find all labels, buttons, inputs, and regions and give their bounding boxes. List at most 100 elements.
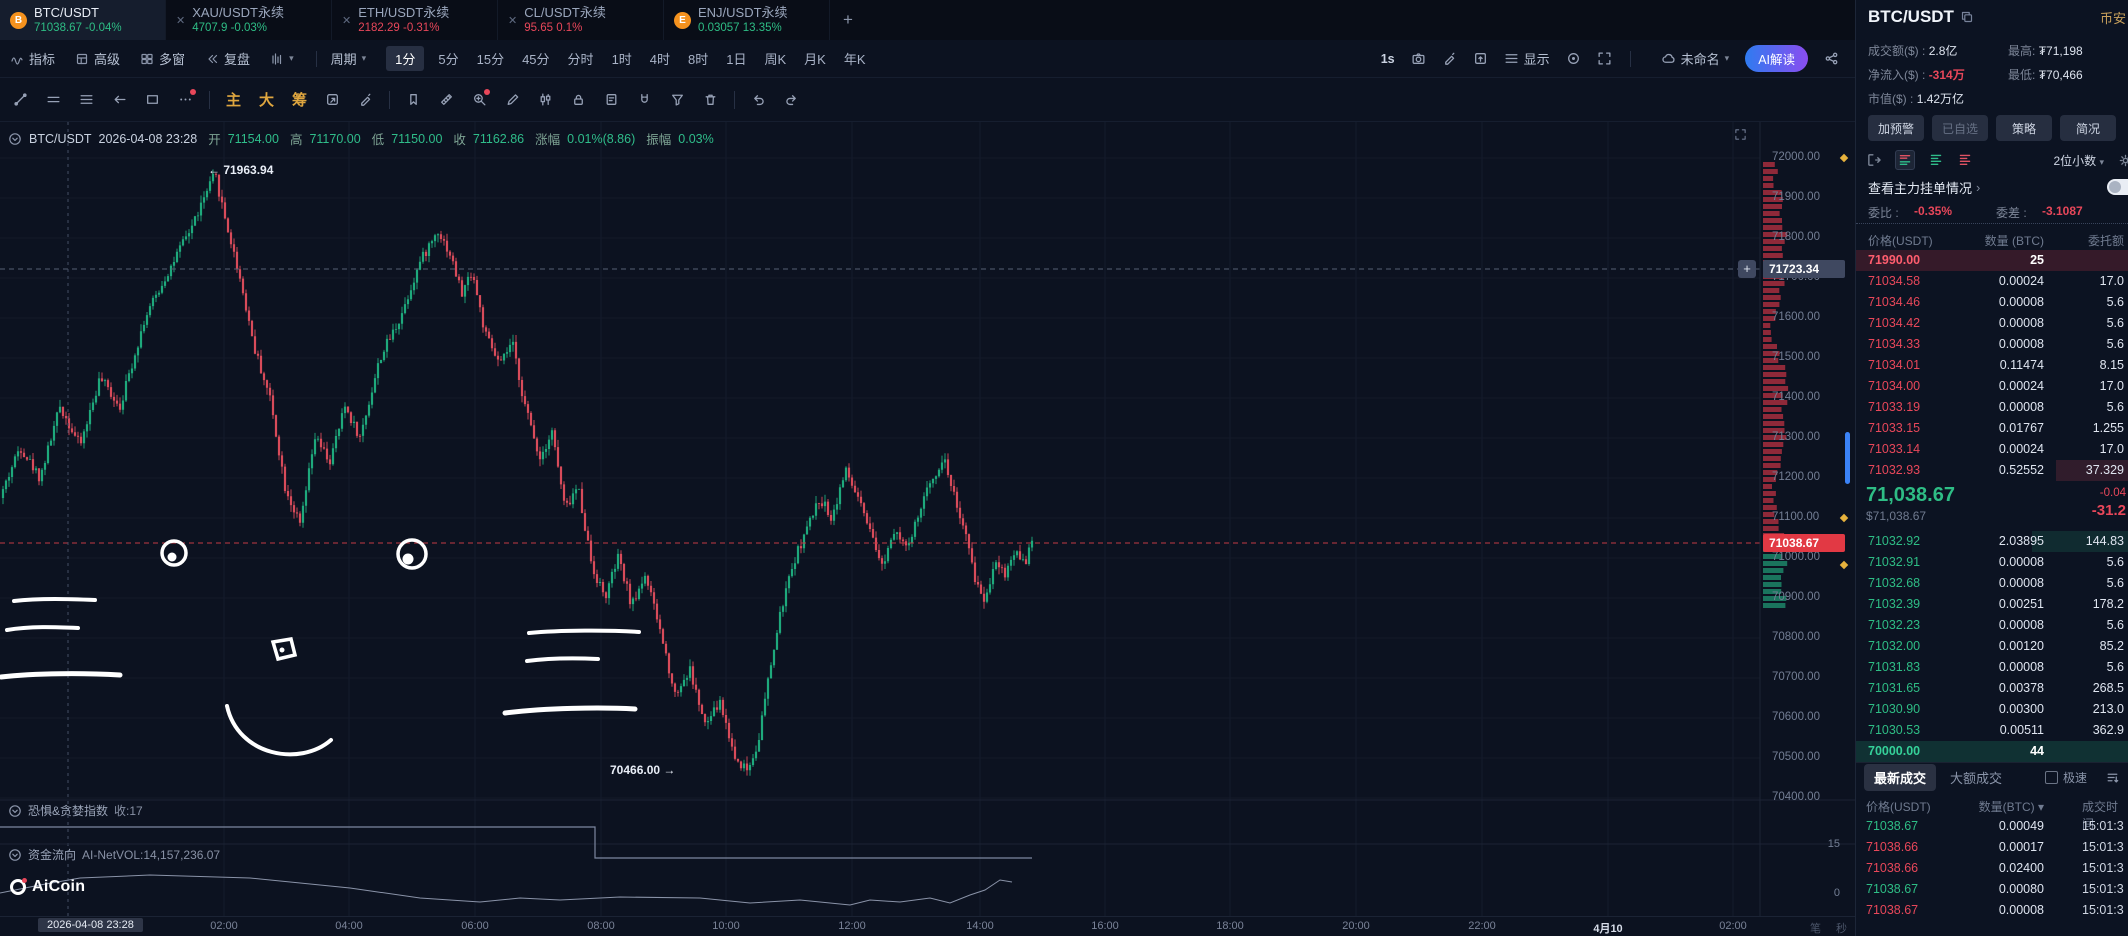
arrowleft-icon[interactable]: [103, 92, 136, 107]
trades-tab-1[interactable]: 大额成交: [1950, 771, 2003, 786]
period-option-5[interactable]: 1时: [611, 52, 632, 67]
trade-row-2[interactable]: 71038.66 0.02400 15:01:3: [1866, 861, 2124, 875]
toolbar-item-多窗[interactable]: 多窗: [140, 49, 185, 68]
order-row-ask-5[interactable]: 71034.00 0.00024 17.0: [1868, 379, 2124, 393]
toolbar-right-marker[interactable]: [1442, 51, 1457, 66]
note-icon[interactable]: [595, 92, 628, 107]
panel-expand-icon[interactable]: [1734, 128, 1747, 146]
bookgreen-icon[interactable]: [1928, 152, 1944, 168]
order-row-ask-2[interactable]: 71034.42 0.00008 5.6: [1868, 316, 2124, 330]
button-已自选[interactable]: 已自选: [1932, 115, 1988, 141]
order-row-bid-9[interactable]: 71030.53 0.00511 362.9: [1868, 723, 2124, 737]
booksplit-icon[interactable]: [1895, 150, 1915, 170]
draw-mode-大[interactable]: 大: [258, 92, 274, 109]
period-option-8[interactable]: 1日: [726, 52, 747, 67]
period-option-9[interactable]: 周K: [764, 52, 787, 67]
marker-icon[interactable]: [349, 92, 382, 107]
swap-icon[interactable]: [316, 92, 349, 107]
period-option-6[interactable]: 4时: [649, 52, 671, 67]
checkbox-icon[interactable]: [2044, 771, 2058, 784]
candlestick-chart[interactable]: [0, 122, 1855, 916]
orders-toggle[interactable]: [2107, 179, 2128, 195]
sort-icon[interactable]: [2105, 770, 2120, 785]
collapse-chevron-icon[interactable]: [8, 848, 22, 862]
order-row-ask-1[interactable]: 71034.46 0.00008 5.6: [1868, 295, 2124, 309]
interval-badge[interactable]: 1s: [1380, 51, 1395, 66]
draw-mode-主[interactable]: 主: [225, 92, 241, 109]
draw-mode-筹[interactable]: 筹: [291, 92, 307, 109]
order-row-bid-5[interactable]: 71032.00 0.00120 85.2: [1868, 639, 2124, 653]
order-row-bid-7[interactable]: 71031.65 0.00378 268.5: [1868, 681, 2124, 695]
chart-canvas[interactable]: [0, 122, 1855, 916]
order-row-bid-2[interactable]: 71032.68 0.00008 5.6: [1868, 576, 2124, 590]
toolbar-right-显示[interactable]: 显示: [1504, 49, 1550, 68]
symbol-tab-0[interactable]: B BTC/USDT 71038.67 -0.04%: [0, 0, 166, 40]
zoomin-icon[interactable]: [463, 89, 496, 107]
order-row-bid-wall[interactable]: 70000.00 44: [1856, 741, 2128, 762]
close-icon[interactable]: ✕: [176, 14, 186, 27]
period-option-2[interactable]: 15分: [476, 52, 505, 67]
period-option-3[interactable]: 45分: [522, 52, 550, 67]
period-dropdown[interactable]: 周期 ▾: [331, 49, 367, 68]
symbol-tab-1[interactable]: ✕ XAU/USDT永续 4707.9 -0.03%: [166, 0, 332, 40]
button-策略[interactable]: 策略: [1996, 115, 2052, 141]
pencil-icon[interactable]: [496, 92, 529, 107]
panel-scrollbar[interactable]: [1845, 432, 1850, 484]
period-option-10[interactable]: 月K: [804, 52, 826, 67]
trade-row-4[interactable]: 71038.67 0.00008 15:01:3: [1866, 903, 2124, 917]
button-加预警[interactable]: 加预警: [1868, 115, 1924, 141]
more-icon[interactable]: [169, 89, 202, 107]
toolbar-right-frame[interactable]: [1473, 51, 1488, 66]
magnet-icon[interactable]: [628, 92, 661, 107]
parallel-icon[interactable]: [37, 92, 70, 107]
trendline-icon[interactable]: [4, 92, 37, 107]
order-row-ask-4[interactable]: 71034.01 0.11474 8.15: [1868, 358, 2124, 372]
order-row-ask-wall[interactable]: 71990.00 25: [1856, 250, 2128, 271]
order-row-bid-6[interactable]: 71031.83 0.00008 5.6: [1868, 660, 2124, 674]
order-row-bid-0[interactable]: 71032.92 2.03895 144.83: [1856, 531, 2128, 552]
ai-analysis-button[interactable]: AI解读: [1745, 45, 1808, 72]
funnel-icon[interactable]: [661, 92, 694, 107]
undo-icon[interactable]: [742, 92, 775, 107]
toolbar-item-复盘[interactable]: 复盘: [205, 49, 250, 68]
add-tab-button[interactable]: +: [843, 10, 853, 29]
period-option-7[interactable]: 8时: [688, 52, 709, 67]
order-row-bid-8[interactable]: 71030.90 0.00300 213.0: [1868, 702, 2124, 716]
trash-icon[interactable]: [694, 92, 727, 107]
candles-icon[interactable]: [529, 92, 562, 107]
close-icon[interactable]: ✕: [508, 14, 518, 27]
order-row-ask-7[interactable]: 71033.15 0.01767 1.255: [1868, 421, 2124, 435]
order-row-ask-3[interactable]: 71034.33 0.00008 5.6: [1868, 337, 2124, 351]
main-orders-link[interactable]: 查看主力挂单情况 ›: [1856, 174, 2128, 200]
symbol-tab-3[interactable]: ✕ CL/USDT永续 95.65 0.1%: [498, 0, 664, 40]
list-icon[interactable]: [70, 92, 103, 107]
redo-icon[interactable]: [775, 92, 808, 107]
decimals-dropdown[interactable]: 2位小数 ▾: [2053, 153, 2104, 168]
fast-mode-toggle[interactable]: 极速: [2044, 769, 2087, 786]
collapse-chevron-icon[interactable]: [8, 804, 22, 818]
trade-row-1[interactable]: 71038.66 0.00017 15:01:3: [1866, 840, 2124, 854]
order-row-ask-0[interactable]: 71034.58 0.00024 17.0: [1868, 274, 2124, 288]
bookred-icon[interactable]: [1957, 152, 1973, 168]
rectangle-icon[interactable]: [136, 92, 169, 107]
dock-icon[interactable]: [1866, 152, 1882, 168]
toolbar-right-share[interactable]: [1824, 51, 1839, 66]
toolbar-right-未命名[interactable]: 未命名 ▾: [1661, 49, 1729, 68]
add-order-plus-button[interactable]: +: [1738, 260, 1756, 278]
period-option-1[interactable]: 5分: [438, 52, 459, 67]
order-row-bid-4[interactable]: 71032.23 0.00008 5.6: [1868, 618, 2124, 632]
symbol-tab-2[interactable]: ✕ ETH/USDT永续 2182.29 -0.31%: [332, 0, 498, 40]
close-icon[interactable]: ✕: [342, 14, 352, 27]
period-option-4[interactable]: 分时: [567, 52, 594, 67]
toolbar-item-指标[interactable]: 指标: [10, 49, 55, 68]
toolbar-item-高级[interactable]: 高级: [75, 49, 120, 68]
period-option-11[interactable]: 年K: [843, 52, 866, 67]
order-row-bid-3[interactable]: 71032.39 0.00251 178.2: [1868, 597, 2124, 611]
trade-row-0[interactable]: 71038.67 0.00049 15:01:3: [1866, 819, 2124, 833]
button-简况[interactable]: 简况: [2060, 115, 2116, 141]
trade-row-3[interactable]: 71038.67 0.00080 15:01:3: [1866, 882, 2124, 896]
order-row-ask-8[interactable]: 71033.14 0.00024 17.0: [1868, 442, 2124, 456]
collapse-chevron-icon[interactable]: [8, 132, 22, 146]
period-option-0[interactable]: 1分: [386, 46, 425, 71]
bookmark-icon[interactable]: [397, 92, 430, 107]
